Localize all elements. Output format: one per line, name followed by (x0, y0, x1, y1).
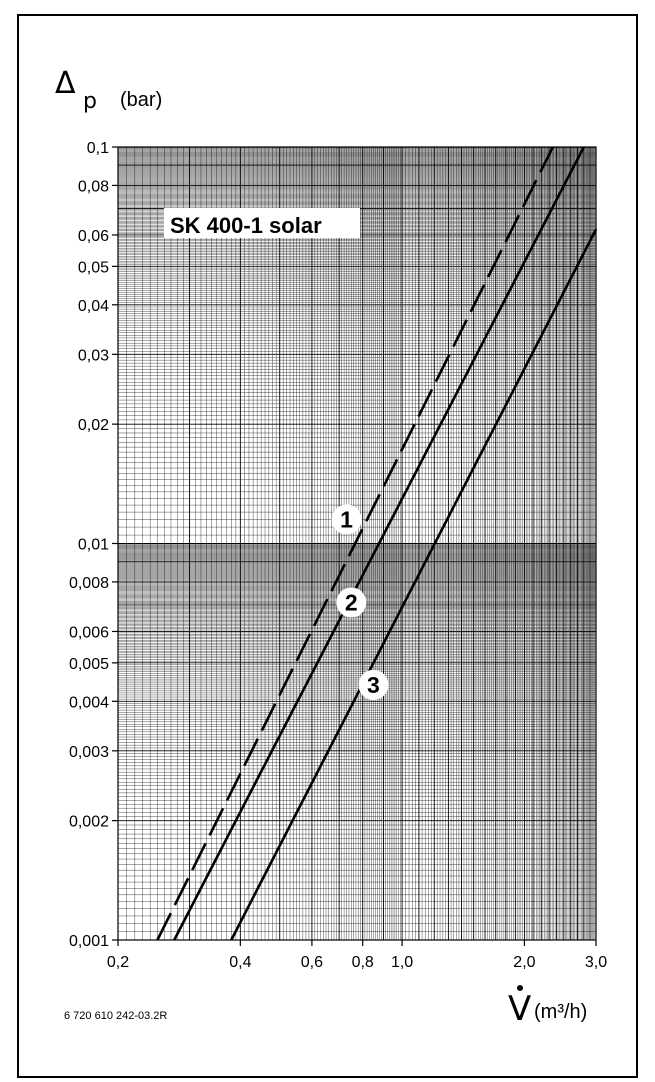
y-tick-label: 0,05 (78, 259, 109, 276)
x-tick-label: 1,0 (391, 954, 413, 971)
series-label-3: 3 (367, 672, 380, 698)
y-tick-label: 0,02 (78, 417, 109, 434)
y-tick-label: 0,01 (78, 537, 109, 554)
series-line-1 (156, 146, 555, 941)
x-tick-label: 0,6 (301, 954, 323, 971)
x-tick-label: 0,8 (352, 954, 374, 971)
y-tick-label: 0,03 (78, 347, 109, 364)
chart-title-box (164, 208, 360, 238)
grid (117, 146, 597, 941)
series-line-2 (173, 146, 585, 941)
x-axis-label-unit: (m³/h) (534, 1001, 587, 1023)
series-lines (156, 146, 598, 941)
y-tick-label: 0,004 (69, 694, 109, 711)
figure-code: 6 720 610 242-03.2R (64, 1010, 167, 1022)
series-label-badge-3 (358, 669, 389, 700)
y-tick-label: 0,06 (78, 228, 109, 245)
series-label-2: 2 (345, 589, 358, 615)
y-tick-label: 0,002 (69, 814, 109, 831)
y-tick-label: 0,08 (78, 178, 109, 195)
axes (112, 146, 597, 946)
x-axis-label-symbol: V (508, 989, 531, 1029)
x-tick-label: 0,4 (229, 954, 251, 971)
figure-frame (17, 14, 638, 1078)
y-axis-label-symbol: Δ (55, 66, 76, 101)
y-tick-label: 0,001 (69, 933, 109, 950)
series-label-1: 1 (340, 506, 353, 532)
y-axis-label-subscript: p (83, 89, 97, 114)
series-label-badge-2 (336, 587, 367, 618)
y-tick-label: 0,008 (69, 575, 109, 592)
x-tick-label: 2,0 (513, 954, 535, 971)
y-tick-label: 0,003 (69, 744, 109, 761)
x-axis-label-dot (517, 985, 523, 991)
tick-labels: 0,1 0,08 0,06 0,05 0,04 0,03 0,02 0,01 0,008 0,00… (69, 140, 607, 971)
x-tick-label: 0,2 (107, 954, 129, 971)
series-line-3 (230, 228, 598, 941)
y-tick-label: 0,006 (69, 624, 109, 641)
series-label-badge-1 (331, 504, 362, 535)
y-tick-label: 0,04 (78, 298, 109, 315)
y-tick-label: 0,005 (69, 656, 109, 673)
y-tick-label: 0,1 (87, 140, 109, 157)
y-axis-label-unit: (bar) (120, 89, 162, 111)
x-tick-label: 3,0 (585, 954, 607, 971)
chart-title: SK 400-1 solar (170, 213, 322, 238)
